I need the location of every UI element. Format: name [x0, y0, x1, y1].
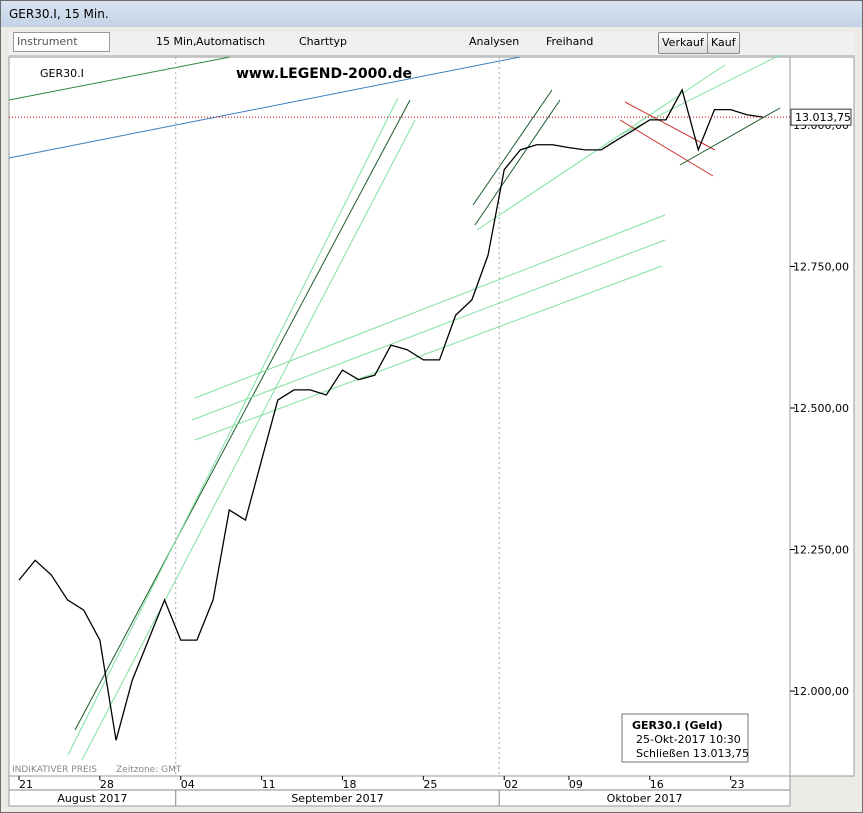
- trend-line: [194, 265, 663, 441]
- trend-line: [81, 119, 416, 761]
- trend-line: [476, 64, 726, 231]
- x-tick-label: 21: [19, 778, 33, 791]
- toolbar: Instrument 15 Min, Automatisch Charttyp …: [9, 31, 855, 56]
- trend-line: [8, 56, 521, 159]
- x-tick-label: 09: [569, 778, 583, 791]
- y-tick-label: 12.000,00: [793, 685, 849, 698]
- mode[interactable]: Automatisch: [196, 35, 266, 48]
- y-tick-label: 12.250,00: [793, 544, 849, 557]
- info-close-label: Schließen: [636, 747, 690, 760]
- trend-line: [624, 101, 716, 151]
- interval[interactable]: 15 Min,: [156, 35, 197, 48]
- legend-label: GER30.I: [40, 67, 84, 80]
- title-bar: GER30.I, 15 Min.: [1, 1, 862, 27]
- x-tick-label: 28: [100, 778, 114, 791]
- trend-line: [67, 97, 399, 756]
- trend-line: [194, 214, 666, 399]
- y-tick-label: 12.500,00: [793, 402, 849, 415]
- month-label: August 2017: [57, 792, 127, 805]
- price-line: [18, 88, 764, 741]
- buy-button[interactable]: Kauf: [707, 32, 740, 54]
- window-title: GER30.I, 15 Min.: [9, 7, 109, 21]
- drawings: [8, 54, 781, 761]
- month-label: September 2017: [291, 792, 383, 805]
- sell-button[interactable]: Verkauf: [658, 32, 708, 54]
- x-tick-label: 02: [504, 778, 518, 791]
- trend-line: [679, 107, 781, 166]
- y-axis-area: [789, 56, 855, 777]
- trend-line: [472, 89, 553, 206]
- x-tick-label: 23: [731, 778, 745, 791]
- instrument-input[interactable]: Instrument: [13, 32, 110, 52]
- plot-area: [8, 56, 791, 777]
- trend-line: [8, 56, 231, 101]
- x-tick-label: 25: [423, 778, 437, 791]
- info-datetime: 25-Okt-2017 10:30: [636, 733, 741, 746]
- analyses[interactable]: Analysen: [469, 35, 520, 48]
- price-note: INDIKATIVER PREIS: [12, 765, 97, 775]
- trend-line: [474, 99, 561, 226]
- x-tick-label: 04: [181, 778, 195, 791]
- chart-type[interactable]: Charttyp: [299, 35, 348, 48]
- x-axis-area: [8, 775, 791, 807]
- trend-line: [74, 99, 411, 731]
- trend-line: [191, 239, 666, 421]
- month-label: Oktober 2017: [607, 792, 683, 805]
- info-title: GER30.I (Geld): [632, 719, 723, 732]
- y-tick-label: 12.750,00: [793, 260, 849, 273]
- last-price-box: [790, 108, 852, 126]
- watermark: www.LEGEND-2000.de: [236, 66, 412, 82]
- last-price-label: 13.013,75: [795, 111, 851, 124]
- freehand[interactable]: Freihand: [546, 35, 594, 48]
- x-tick-label: 18: [342, 778, 356, 791]
- info-close-value: 13.013,75: [693, 747, 749, 760]
- info-box: [621, 713, 749, 763]
- timezone: Zeitzone: GMT: [116, 765, 182, 775]
- x-tick-label: 11: [262, 778, 276, 791]
- x-tick-label: 16: [650, 778, 664, 791]
